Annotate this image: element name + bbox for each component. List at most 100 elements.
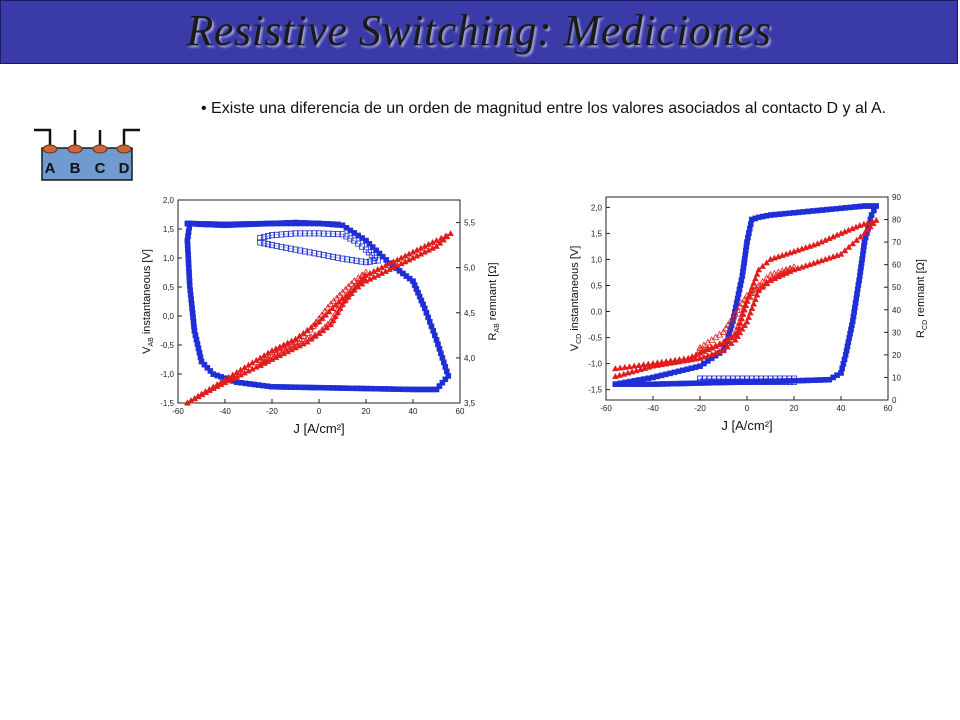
data-point <box>747 289 755 296</box>
data-point <box>229 371 237 378</box>
data-point <box>348 257 355 264</box>
data-point <box>291 338 300 345</box>
y-left-tick-label: 1,5 <box>163 225 175 234</box>
data-point <box>720 375 727 382</box>
data-point <box>292 219 299 226</box>
data-point <box>327 300 335 307</box>
data-point <box>245 361 252 368</box>
data-point <box>872 216 880 223</box>
data-point <box>640 381 647 388</box>
data-point <box>347 286 355 294</box>
data-point <box>332 301 340 308</box>
data-point <box>374 257 381 264</box>
data-point <box>256 361 264 368</box>
data-point <box>295 335 304 342</box>
data-point <box>795 209 802 216</box>
data-point <box>344 290 353 297</box>
data-point <box>217 378 225 385</box>
data-point <box>666 359 674 366</box>
data-point <box>645 375 652 382</box>
data-point <box>273 243 280 250</box>
data-point <box>393 262 401 269</box>
data-point <box>252 356 260 363</box>
data-point <box>315 314 323 322</box>
data-point <box>377 386 383 392</box>
data-point <box>720 378 727 385</box>
data-point <box>719 328 728 335</box>
data-point <box>332 294 341 302</box>
data-point <box>745 313 753 320</box>
y-right-axis-label: RAB remnant [Ω] <box>487 262 501 340</box>
data-point <box>350 277 358 284</box>
data-point <box>632 367 640 374</box>
data-point <box>750 279 758 286</box>
data-point <box>386 265 393 272</box>
data-point <box>806 261 814 268</box>
data-point <box>704 338 712 346</box>
data-point <box>805 208 811 215</box>
y-left-tick-label: -0,5 <box>588 334 602 343</box>
data-point <box>273 231 280 238</box>
data-point <box>410 386 416 393</box>
y-right-tick-label: 50 <box>892 283 901 292</box>
y-right-tick-label: 3,5 <box>464 399 476 408</box>
data-point <box>334 305 342 313</box>
x-tick-label: 20 <box>362 407 371 416</box>
data-point <box>774 271 783 279</box>
data-point <box>743 378 750 385</box>
data-point <box>763 259 770 266</box>
y-right-tick-label: 20 <box>892 351 901 360</box>
data-point <box>747 378 754 385</box>
data-point <box>712 378 719 385</box>
data-point <box>302 220 308 226</box>
pad-c <box>92 144 108 154</box>
data-point <box>766 276 775 283</box>
data-point <box>405 386 412 393</box>
data-point <box>787 378 794 385</box>
data-point <box>283 231 290 238</box>
y-right-tick-label: 0 <box>892 396 897 405</box>
data-point <box>372 385 379 392</box>
data-point <box>753 270 761 277</box>
data-point <box>853 236 861 243</box>
data-point <box>205 385 213 392</box>
data-point <box>259 221 266 227</box>
data-point <box>339 385 346 391</box>
data-point <box>278 243 285 250</box>
data-point <box>767 375 774 382</box>
data-point <box>356 275 364 283</box>
data-point <box>320 384 327 391</box>
data-point <box>755 281 763 289</box>
data-point <box>819 207 826 213</box>
data-point <box>344 282 353 290</box>
data-point <box>637 366 644 373</box>
data-point <box>440 236 447 243</box>
data-point <box>747 309 754 316</box>
data-point <box>439 379 446 386</box>
data-point <box>257 234 264 241</box>
y-left-tick-label: -1,5 <box>160 399 174 408</box>
data-point <box>287 384 294 390</box>
data-point <box>376 250 383 257</box>
x-tick-label: -60 <box>600 404 612 413</box>
data-point <box>724 343 731 350</box>
y-left-tick-label: -1,0 <box>588 360 602 369</box>
series-line <box>700 378 795 383</box>
data-point <box>261 233 268 240</box>
data-point <box>209 383 217 390</box>
chart-vcd: -60 -40 -20 0 20 40 60 -1,5 -1,0 -0,5 0,0 0,5 1,0 1,5… <box>569 193 929 433</box>
data-point <box>324 304 332 311</box>
data-point <box>347 235 354 242</box>
data-point <box>767 378 774 385</box>
data-point <box>329 304 336 311</box>
data-point <box>366 275 374 282</box>
data-point <box>292 246 299 253</box>
data-point <box>617 380 623 387</box>
data-point <box>825 254 833 261</box>
x-tick-label: 60 <box>884 404 893 413</box>
data-point <box>722 324 730 332</box>
y-right-tick-label: 10 <box>892 373 901 382</box>
data-point <box>755 284 763 291</box>
data-point <box>662 360 670 367</box>
data-point <box>366 241 373 247</box>
